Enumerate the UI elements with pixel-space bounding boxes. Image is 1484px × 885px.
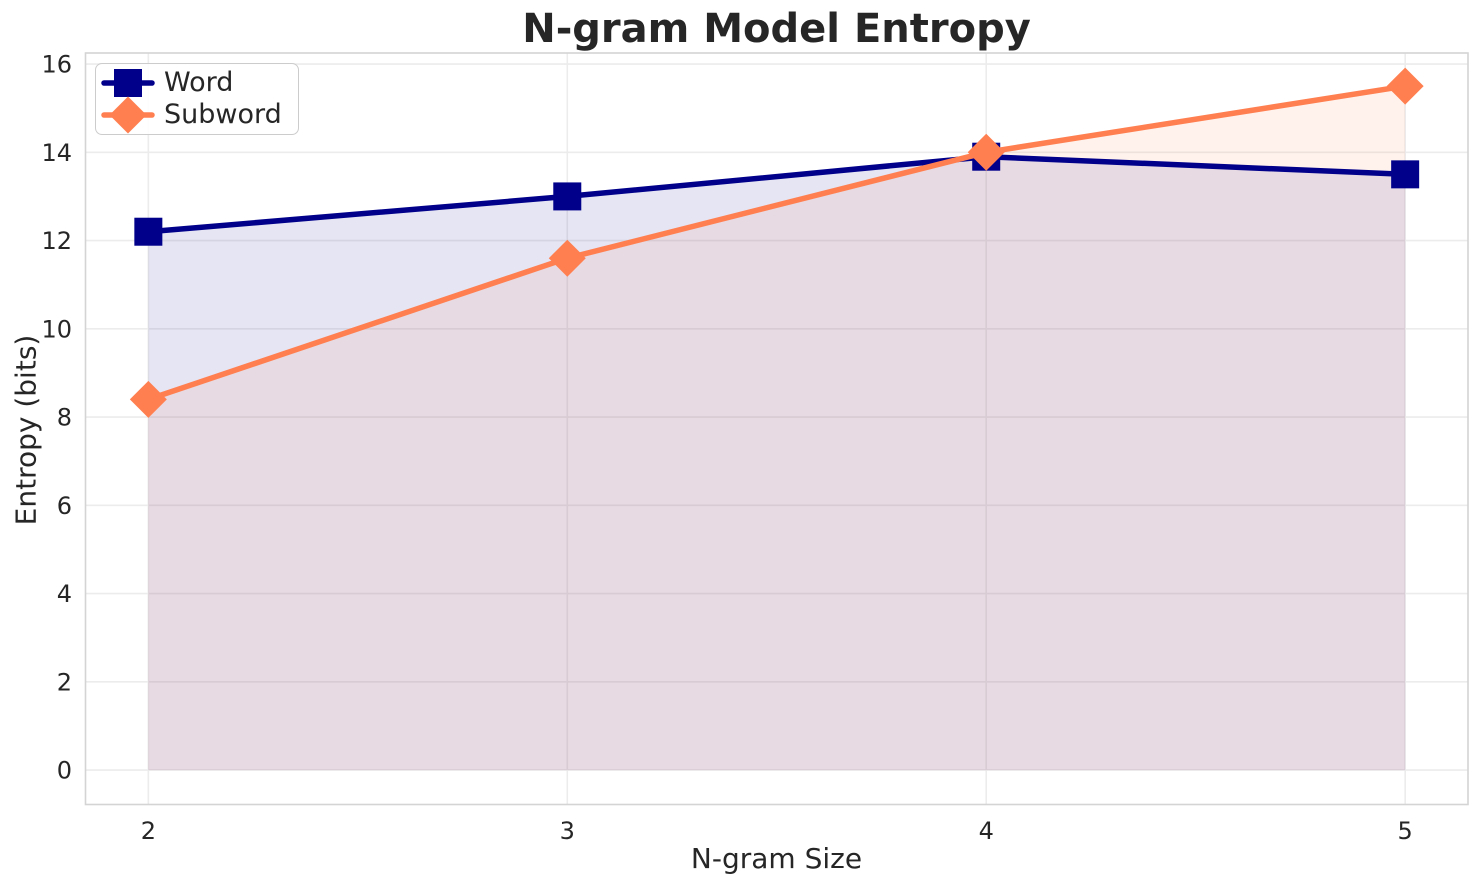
word-marker bbox=[1391, 160, 1420, 189]
grid-lines bbox=[85, 53, 1468, 805]
tick-labels: 2 3 4 5 0 2 4 6 8 10 12 14 16 bbox=[41, 51, 1412, 845]
word-marker bbox=[553, 182, 582, 211]
plot-border bbox=[84, 52, 1469, 806]
legend-diamond bbox=[109, 96, 147, 134]
word-area-fill bbox=[148, 156, 1406, 771]
subword-marker bbox=[548, 239, 586, 277]
legend: Word Subword bbox=[95, 63, 299, 135]
y-tick-label: 14 bbox=[41, 139, 72, 167]
y-axis-label: Entropy (bits) bbox=[9, 334, 43, 526]
y-tick-label: 6 bbox=[57, 492, 72, 520]
x-tick-label: 2 bbox=[141, 817, 156, 845]
subword-series-marker-icon bbox=[101, 96, 155, 134]
x-tick-label: 5 bbox=[1398, 817, 1413, 845]
legend-entry-subword: Subword bbox=[101, 96, 282, 134]
legend-entry-word: Word bbox=[101, 67, 282, 99]
x-tick-label: 3 bbox=[560, 817, 575, 845]
subword-marker bbox=[967, 133, 1005, 171]
subword-marker bbox=[1386, 67, 1424, 105]
y-tick-label: 8 bbox=[57, 404, 72, 432]
y-tick-label: 4 bbox=[57, 580, 72, 608]
y-tick-label: 0 bbox=[57, 757, 72, 785]
word-marker bbox=[134, 217, 163, 246]
subword-marker bbox=[129, 380, 167, 418]
legend-label-subword: Subword bbox=[164, 99, 282, 130]
word-line bbox=[145, 153, 1408, 235]
y-tick-label: 12 bbox=[41, 227, 72, 255]
x-axis-label: N-gram Size bbox=[690, 842, 863, 875]
y-tick-label: 10 bbox=[41, 315, 72, 343]
legend-square bbox=[114, 69, 142, 97]
subword-line bbox=[145, 83, 1408, 403]
y-tick-label: 2 bbox=[57, 668, 72, 696]
x-tick-label: 4 bbox=[979, 817, 994, 845]
y-tick-label: 16 bbox=[41, 51, 72, 79]
chart-title: N-gram Model Entropy bbox=[522, 6, 1031, 52]
subword-area-fill bbox=[148, 86, 1406, 771]
legend-label-word: Word bbox=[164, 67, 234, 98]
word-series-marker-icon bbox=[101, 69, 155, 97]
subword-series bbox=[129, 67, 1424, 418]
